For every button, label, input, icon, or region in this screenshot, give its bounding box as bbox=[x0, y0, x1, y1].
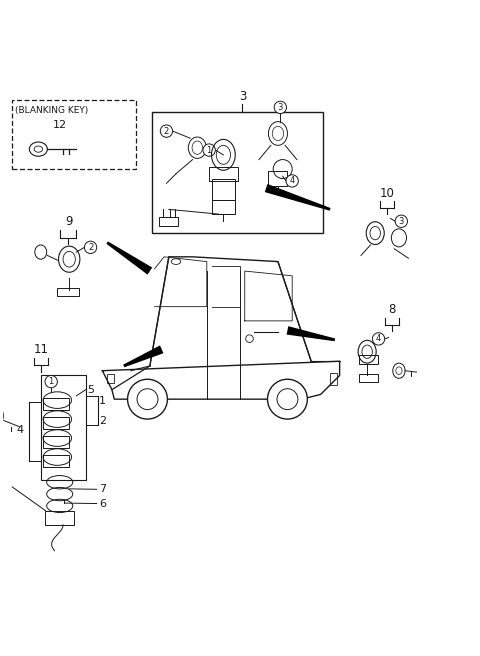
Text: 2: 2 bbox=[99, 415, 106, 426]
Bar bbox=[152, 112, 323, 233]
Bar bbox=[46, 510, 74, 525]
Circle shape bbox=[203, 144, 216, 156]
Text: (BLANKING KEY): (BLANKING KEY) bbox=[14, 106, 88, 115]
Text: 10: 10 bbox=[380, 187, 395, 200]
Text: 1: 1 bbox=[99, 396, 106, 405]
Text: 5: 5 bbox=[87, 384, 94, 395]
Text: 4: 4 bbox=[376, 335, 381, 343]
Bar bbox=[12, 100, 136, 169]
Polygon shape bbox=[265, 184, 331, 211]
Text: 6: 6 bbox=[99, 499, 106, 508]
Text: 3: 3 bbox=[277, 103, 283, 112]
Polygon shape bbox=[123, 346, 163, 367]
Text: 1: 1 bbox=[206, 146, 212, 155]
Circle shape bbox=[128, 379, 168, 419]
Text: 4: 4 bbox=[289, 176, 295, 186]
Bar bbox=[43, 436, 69, 447]
Text: 11: 11 bbox=[33, 344, 48, 356]
Circle shape bbox=[395, 215, 408, 228]
Bar bbox=[212, 178, 235, 200]
Bar bbox=[268, 171, 288, 186]
Polygon shape bbox=[107, 241, 152, 275]
Text: 8: 8 bbox=[388, 303, 396, 316]
Circle shape bbox=[267, 379, 307, 419]
Text: 3: 3 bbox=[398, 216, 404, 226]
Bar bbox=[43, 417, 69, 428]
Bar bbox=[359, 374, 378, 382]
Bar bbox=[57, 288, 79, 297]
Bar bbox=[107, 374, 114, 382]
Text: 2: 2 bbox=[88, 243, 93, 252]
Bar bbox=[41, 375, 86, 480]
Circle shape bbox=[84, 241, 96, 253]
Bar bbox=[43, 455, 69, 466]
Text: 2: 2 bbox=[164, 127, 169, 136]
Circle shape bbox=[372, 333, 384, 345]
Bar bbox=[209, 167, 238, 181]
Bar bbox=[159, 217, 179, 226]
Text: 9: 9 bbox=[65, 215, 73, 228]
Bar bbox=[212, 200, 235, 214]
Circle shape bbox=[45, 375, 57, 388]
Text: 7: 7 bbox=[99, 484, 106, 495]
Bar bbox=[43, 398, 69, 409]
Circle shape bbox=[160, 125, 173, 137]
Bar bbox=[330, 373, 337, 385]
Circle shape bbox=[286, 174, 299, 187]
Bar bbox=[359, 355, 378, 363]
Text: 3: 3 bbox=[239, 90, 246, 102]
Text: 4: 4 bbox=[17, 425, 24, 435]
Circle shape bbox=[274, 101, 287, 113]
Text: 1: 1 bbox=[48, 377, 54, 386]
Text: 12: 12 bbox=[53, 120, 67, 130]
Polygon shape bbox=[287, 326, 335, 341]
